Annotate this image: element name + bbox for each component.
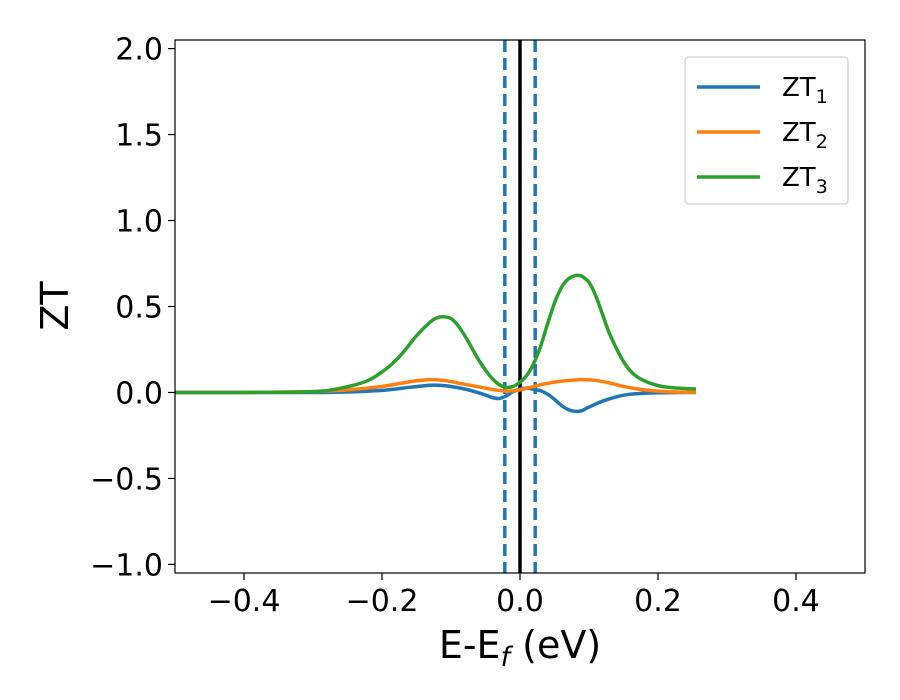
x-axis: −0.4 −0.2 0.0 0.2 0.4 [208,573,820,619]
y-tick-label: −1.0 [90,548,163,583]
y-tick-label: 0.0 [115,376,163,411]
y-tick-label: 1.5 [115,119,163,154]
series-line-2 [175,377,697,395]
y-tick-label: 1.0 [115,205,163,240]
y-axis: −1.0 −0.5 0.0 0.5 1.0 1.5 2.0 [90,33,175,583]
x-tick-label: −0.4 [208,584,281,619]
y-axis-title: ZT [33,281,77,331]
series-line-3 [175,273,697,395]
x-tick-label: 0.0 [496,584,544,619]
legend-label-1: ZT1 [782,73,828,108]
x-axis-title: E-Ef (eV) [439,623,601,673]
x-tick-label: 0.4 [772,584,820,619]
y-tick-label: −0.5 [90,462,163,497]
legend-label-3: ZT3 [782,163,828,198]
legend-frame [684,56,849,205]
legend: ZT1 ZT2 ZT3 [684,56,849,205]
y-tick-label: 2.0 [115,33,163,68]
reference-lines [503,40,537,573]
series-lines [175,273,697,414]
y-tick-label: 0.5 [115,291,163,326]
x-tick-label: −0.2 [346,584,419,619]
legend-label-2: ZT2 [782,118,828,153]
x-tick-label: 0.2 [634,584,682,619]
